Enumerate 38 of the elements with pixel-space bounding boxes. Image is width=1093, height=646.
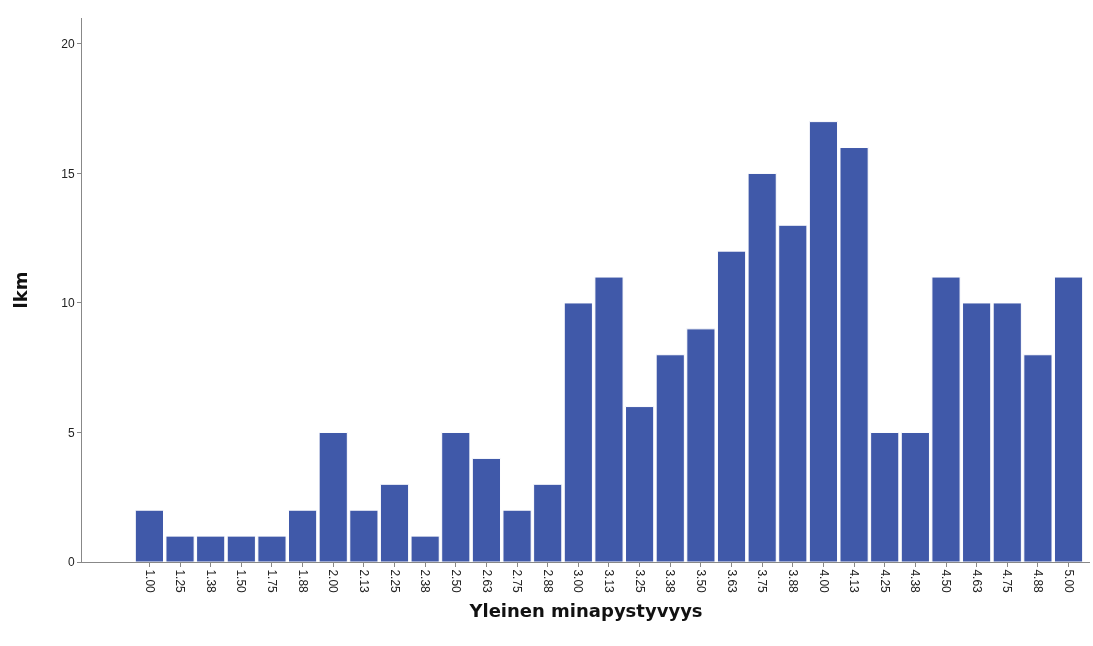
x-tick-label: 3.75 — [755, 569, 770, 594]
x-tick-label: 2.38 — [418, 569, 433, 594]
x-tick-label: 1.88 — [295, 569, 310, 594]
y-axis-title: lkm — [10, 271, 32, 309]
x-tick-label: 2.88 — [540, 569, 555, 594]
x-tick-label: 2.63 — [479, 569, 494, 594]
x-tick-label: 4.38 — [908, 569, 923, 594]
x-tick-label: 4.75 — [1000, 569, 1015, 594]
x-axis-title: Yleinen minapystyvyys — [468, 600, 703, 622]
x-tick-label: 4.13 — [847, 569, 862, 594]
x-tick-label: 1.38 — [203, 569, 218, 594]
x-tick-label: 4.25 — [877, 569, 892, 594]
y-tick-label: 20 — [61, 37, 75, 52]
x-tick-label: 3.38 — [663, 569, 678, 594]
x-tick-label: 3.13 — [602, 569, 617, 594]
x-tick-label: 4.88 — [1031, 569, 1046, 594]
x-tick-label: 2.13 — [356, 569, 371, 594]
y-tick-label: 15 — [61, 166, 75, 181]
x-tick-label: 3.63 — [724, 569, 739, 594]
x-tick-label: 1.75 — [265, 569, 280, 594]
y-tick-label: 5 — [67, 425, 75, 440]
x-tick-label: 3.00 — [571, 569, 586, 594]
x-tick-label: 3.50 — [693, 569, 708, 594]
x-tick-label: 5.00 — [1061, 569, 1076, 594]
x-tick-label: 3.88 — [785, 569, 800, 594]
x-tick-label: 1.00 — [142, 569, 157, 594]
x-tick-label: 1.25 — [173, 569, 188, 594]
y-tick-label: 0 — [67, 555, 75, 570]
x-tick-label: 2.75 — [510, 569, 525, 594]
x-tick-label: 4.00 — [816, 569, 831, 594]
x-tick-label: 2.00 — [326, 569, 341, 594]
y-tick-label: 10 — [61, 296, 75, 311]
x-tick-label: 4.50 — [939, 569, 954, 594]
x-tick-label: 4.63 — [969, 569, 984, 594]
x-tick-label: 1.50 — [234, 569, 249, 594]
x-tick-label: 2.50 — [448, 569, 463, 594]
x-tick-label: 3.25 — [632, 569, 647, 594]
x-tick-label: 2.25 — [387, 569, 402, 594]
